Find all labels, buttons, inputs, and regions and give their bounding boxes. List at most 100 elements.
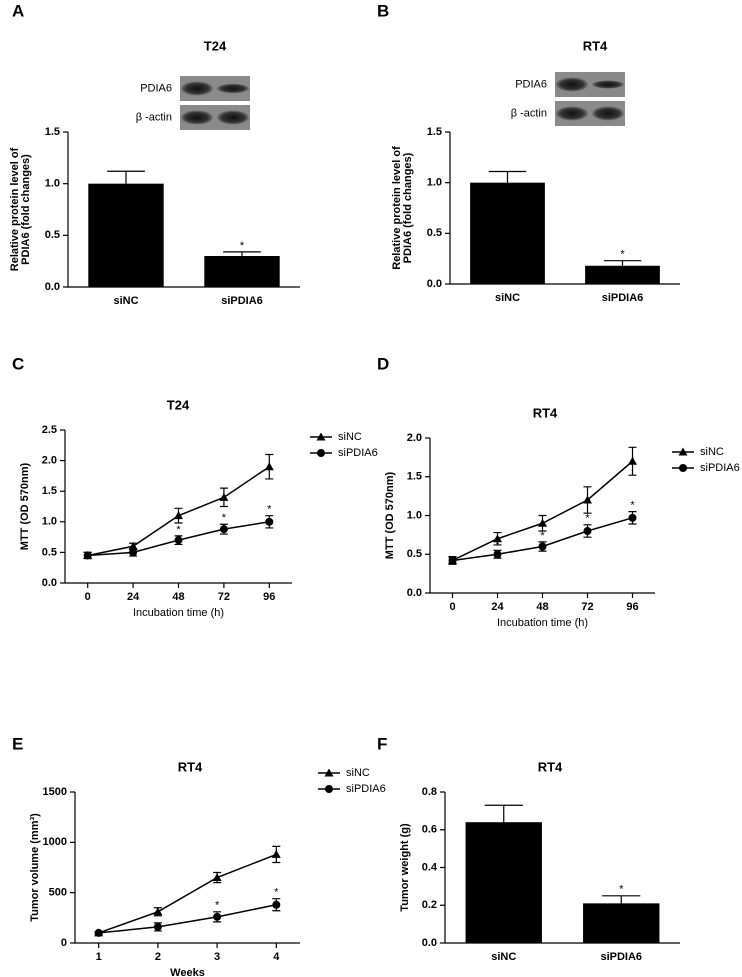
- x-tick-label: 96: [263, 591, 275, 603]
- y-tick-label: 1000: [43, 836, 67, 848]
- panel-letter: B: [377, 1, 389, 20]
- y-tick-label: 0.0: [45, 281, 60, 293]
- panel-letter: D: [377, 354, 389, 373]
- marker-circle: [628, 513, 637, 522]
- marker-circle: [538, 542, 547, 551]
- x-tick-label: siNC: [495, 292, 520, 304]
- y-tick-label: 2.0: [42, 455, 57, 467]
- y-tick-label: 1.0: [45, 178, 60, 190]
- marker-circle: [219, 525, 228, 534]
- error-bar: [223, 251, 261, 256]
- x-axis-label: Weeks: [170, 967, 205, 977]
- significance-mark: *: [176, 524, 181, 536]
- y-tick-label: 0.8: [422, 786, 437, 798]
- y-tick-label: 0.0: [422, 937, 437, 949]
- legend-label: siNC: [346, 767, 370, 779]
- marker-circle: [153, 922, 162, 931]
- chart-title: T24: [167, 397, 190, 412]
- y-tick-label: 0.5: [407, 548, 422, 560]
- legend-label: siNC: [338, 431, 362, 443]
- significance-mark: *: [585, 513, 590, 525]
- y-tick-label: 0.0: [42, 577, 57, 589]
- chart-title: RT4: [178, 759, 203, 774]
- marker-triangle: [538, 518, 547, 527]
- x-tick-label: 3: [214, 951, 220, 963]
- y-axis-label: Relative protein level of: [9, 147, 21, 271]
- error-bar: [603, 260, 642, 266]
- x-tick-label: 2: [155, 951, 161, 963]
- y-tick-label: 1500: [43, 786, 67, 798]
- y-tick-label: 0.6: [422, 824, 437, 836]
- legend-label: siPDIA6: [700, 462, 740, 474]
- bar: [465, 822, 542, 943]
- x-tick-label: siNC: [491, 951, 516, 963]
- y-tick-label: 500: [49, 887, 67, 899]
- y-axis-label: Tumor volume (mm³): [29, 813, 41, 922]
- marker-circle: [679, 464, 687, 472]
- chart-title: T24: [204, 38, 227, 53]
- marker-triangle: [153, 907, 163, 916]
- marker-triangle: [493, 534, 502, 543]
- significance-mark: *: [215, 900, 220, 912]
- y-tick-label: 0.0: [427, 278, 442, 290]
- x-tick-label: 48: [536, 601, 548, 613]
- x-tick-label: siPDIA6: [602, 292, 644, 304]
- panel-letter: A: [12, 1, 24, 20]
- blot-label: β -actin: [511, 107, 547, 119]
- y-axis-label: PDIA6 (fold changes): [20, 154, 32, 265]
- x-tick-label: 96: [626, 601, 638, 613]
- marker-triangle: [324, 768, 334, 777]
- marker-triangle: [264, 462, 274, 471]
- x-tick-label: 24: [127, 591, 140, 603]
- marker-circle: [325, 785, 333, 793]
- marker-triangle: [628, 456, 637, 465]
- y-tick-label: 1.5: [407, 471, 422, 483]
- y-axis-label: PDIA6 (fold changes): [402, 152, 414, 263]
- x-tick-label: 0: [449, 601, 455, 613]
- x-tick-label: 72: [581, 601, 593, 613]
- blot-label: PDIA6: [140, 82, 172, 94]
- marker-circle: [448, 556, 457, 565]
- significance-mark: *: [240, 240, 245, 252]
- blot-band: [217, 110, 249, 125]
- blot-band: [592, 106, 624, 121]
- bar: [583, 903, 660, 943]
- y-tick-label: 1.0: [42, 516, 57, 528]
- blot-band: [217, 83, 249, 94]
- marker-triangle: [271, 849, 281, 858]
- x-tick-label: siPDIA6: [600, 951, 642, 963]
- significance-mark: *: [630, 500, 635, 512]
- y-tick-label: 1.0: [407, 509, 422, 521]
- blot-label: PDIA6: [515, 78, 547, 90]
- y-axis-label: Relative protein level of: [391, 146, 403, 270]
- significance-mark: *: [222, 512, 227, 524]
- marker-circle: [174, 536, 183, 545]
- y-tick-label: 0.5: [42, 546, 57, 558]
- axis-line: [74, 792, 300, 944]
- marker-triangle: [583, 495, 592, 504]
- y-axis-label: MTT (OD 570nm): [384, 471, 396, 559]
- y-tick-label: 1.5: [42, 485, 57, 497]
- y-tick-label: 0: [61, 937, 67, 949]
- x-tick-label: 1: [96, 951, 102, 963]
- blot-band: [181, 81, 213, 96]
- y-tick-label: 1.0: [427, 177, 442, 189]
- marker-triangle: [316, 432, 326, 441]
- y-tick-label: 0.2: [422, 899, 437, 911]
- marker-circle: [272, 900, 281, 909]
- axis-line: [64, 430, 292, 584]
- y-tick-label: 2.5: [42, 424, 57, 436]
- series-line: [98, 904, 277, 934]
- blot-band: [592, 80, 624, 89]
- x-tick-label: 4: [273, 951, 280, 963]
- series-line: [98, 853, 277, 934]
- x-tick-label: 24: [491, 601, 504, 613]
- error-bar: [602, 895, 641, 904]
- significance-mark: *: [495, 538, 500, 550]
- panel-letter: F: [377, 734, 387, 753]
- y-tick-label: 1.5: [427, 126, 442, 138]
- chart-title: RT4: [538, 759, 563, 774]
- marker-circle: [583, 527, 592, 535]
- x-tick-label: 72: [218, 591, 230, 603]
- marker-triangle: [128, 541, 138, 550]
